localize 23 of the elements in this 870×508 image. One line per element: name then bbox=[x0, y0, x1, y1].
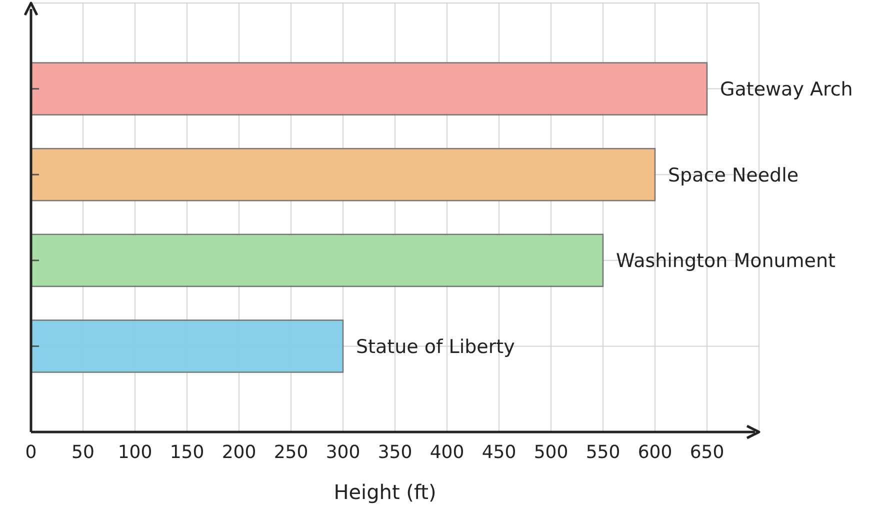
x-tick-label: 0 bbox=[25, 442, 37, 463]
x-tick-label: 350 bbox=[378, 442, 412, 463]
x-tick-label: 650 bbox=[690, 442, 724, 463]
y-tick-label: Statue of Liberty bbox=[356, 336, 515, 358]
bar bbox=[30, 148, 656, 202]
y-tick-label: Washington Monument bbox=[616, 250, 836, 272]
y-tick-label: Gateway Arch bbox=[720, 78, 853, 100]
x-axis-title: Height (ft) bbox=[334, 480, 436, 504]
x-tick-label: 50 bbox=[72, 442, 94, 463]
x-tick-label: 550 bbox=[586, 442, 620, 463]
x-tick-label: 600 bbox=[638, 442, 672, 463]
y-tick-label: Space Needle bbox=[668, 164, 799, 186]
x-tick-label: 250 bbox=[274, 442, 308, 463]
x-tick-label: 200 bbox=[222, 442, 256, 463]
bar bbox=[30, 320, 344, 373]
x-tick-label: 100 bbox=[118, 442, 152, 463]
bar bbox=[30, 234, 604, 288]
bar bbox=[30, 62, 708, 116]
x-tick-label: 500 bbox=[534, 442, 568, 463]
x-tick-label: 450 bbox=[482, 442, 516, 463]
x-tick-label: 300 bbox=[326, 442, 360, 463]
x-tick-label: 150 bbox=[170, 442, 204, 463]
x-tick-label: 400 bbox=[430, 442, 464, 463]
